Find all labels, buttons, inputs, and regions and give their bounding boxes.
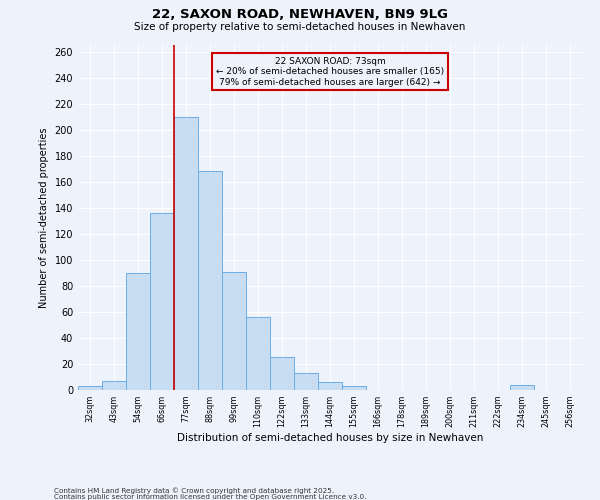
Text: 22, SAXON ROAD, NEWHAVEN, BN9 9LG: 22, SAXON ROAD, NEWHAVEN, BN9 9LG — [152, 8, 448, 20]
Bar — [222, 272, 246, 390]
Bar — [246, 317, 270, 390]
X-axis label: Distribution of semi-detached houses by size in Newhaven: Distribution of semi-detached houses by … — [177, 433, 483, 443]
Bar — [198, 172, 222, 390]
Text: 22 SAXON ROAD: 73sqm
← 20% of semi-detached houses are smaller (165)
79% of semi: 22 SAXON ROAD: 73sqm ← 20% of semi-detac… — [216, 57, 444, 87]
Y-axis label: Number of semi-detached properties: Number of semi-detached properties — [39, 127, 49, 308]
Text: Size of property relative to semi-detached houses in Newhaven: Size of property relative to semi-detach… — [134, 22, 466, 32]
Bar — [150, 213, 174, 390]
Bar — [126, 273, 150, 390]
Bar — [342, 386, 366, 390]
Text: Contains public sector information licensed under the Open Government Licence v3: Contains public sector information licen… — [54, 494, 367, 500]
Bar — [294, 373, 318, 390]
Text: Contains HM Land Registry data © Crown copyright and database right 2025.: Contains HM Land Registry data © Crown c… — [54, 487, 334, 494]
Bar — [102, 381, 126, 390]
Bar — [270, 358, 294, 390]
Bar — [174, 116, 198, 390]
Bar — [510, 385, 534, 390]
Bar — [318, 382, 342, 390]
Bar — [78, 386, 102, 390]
